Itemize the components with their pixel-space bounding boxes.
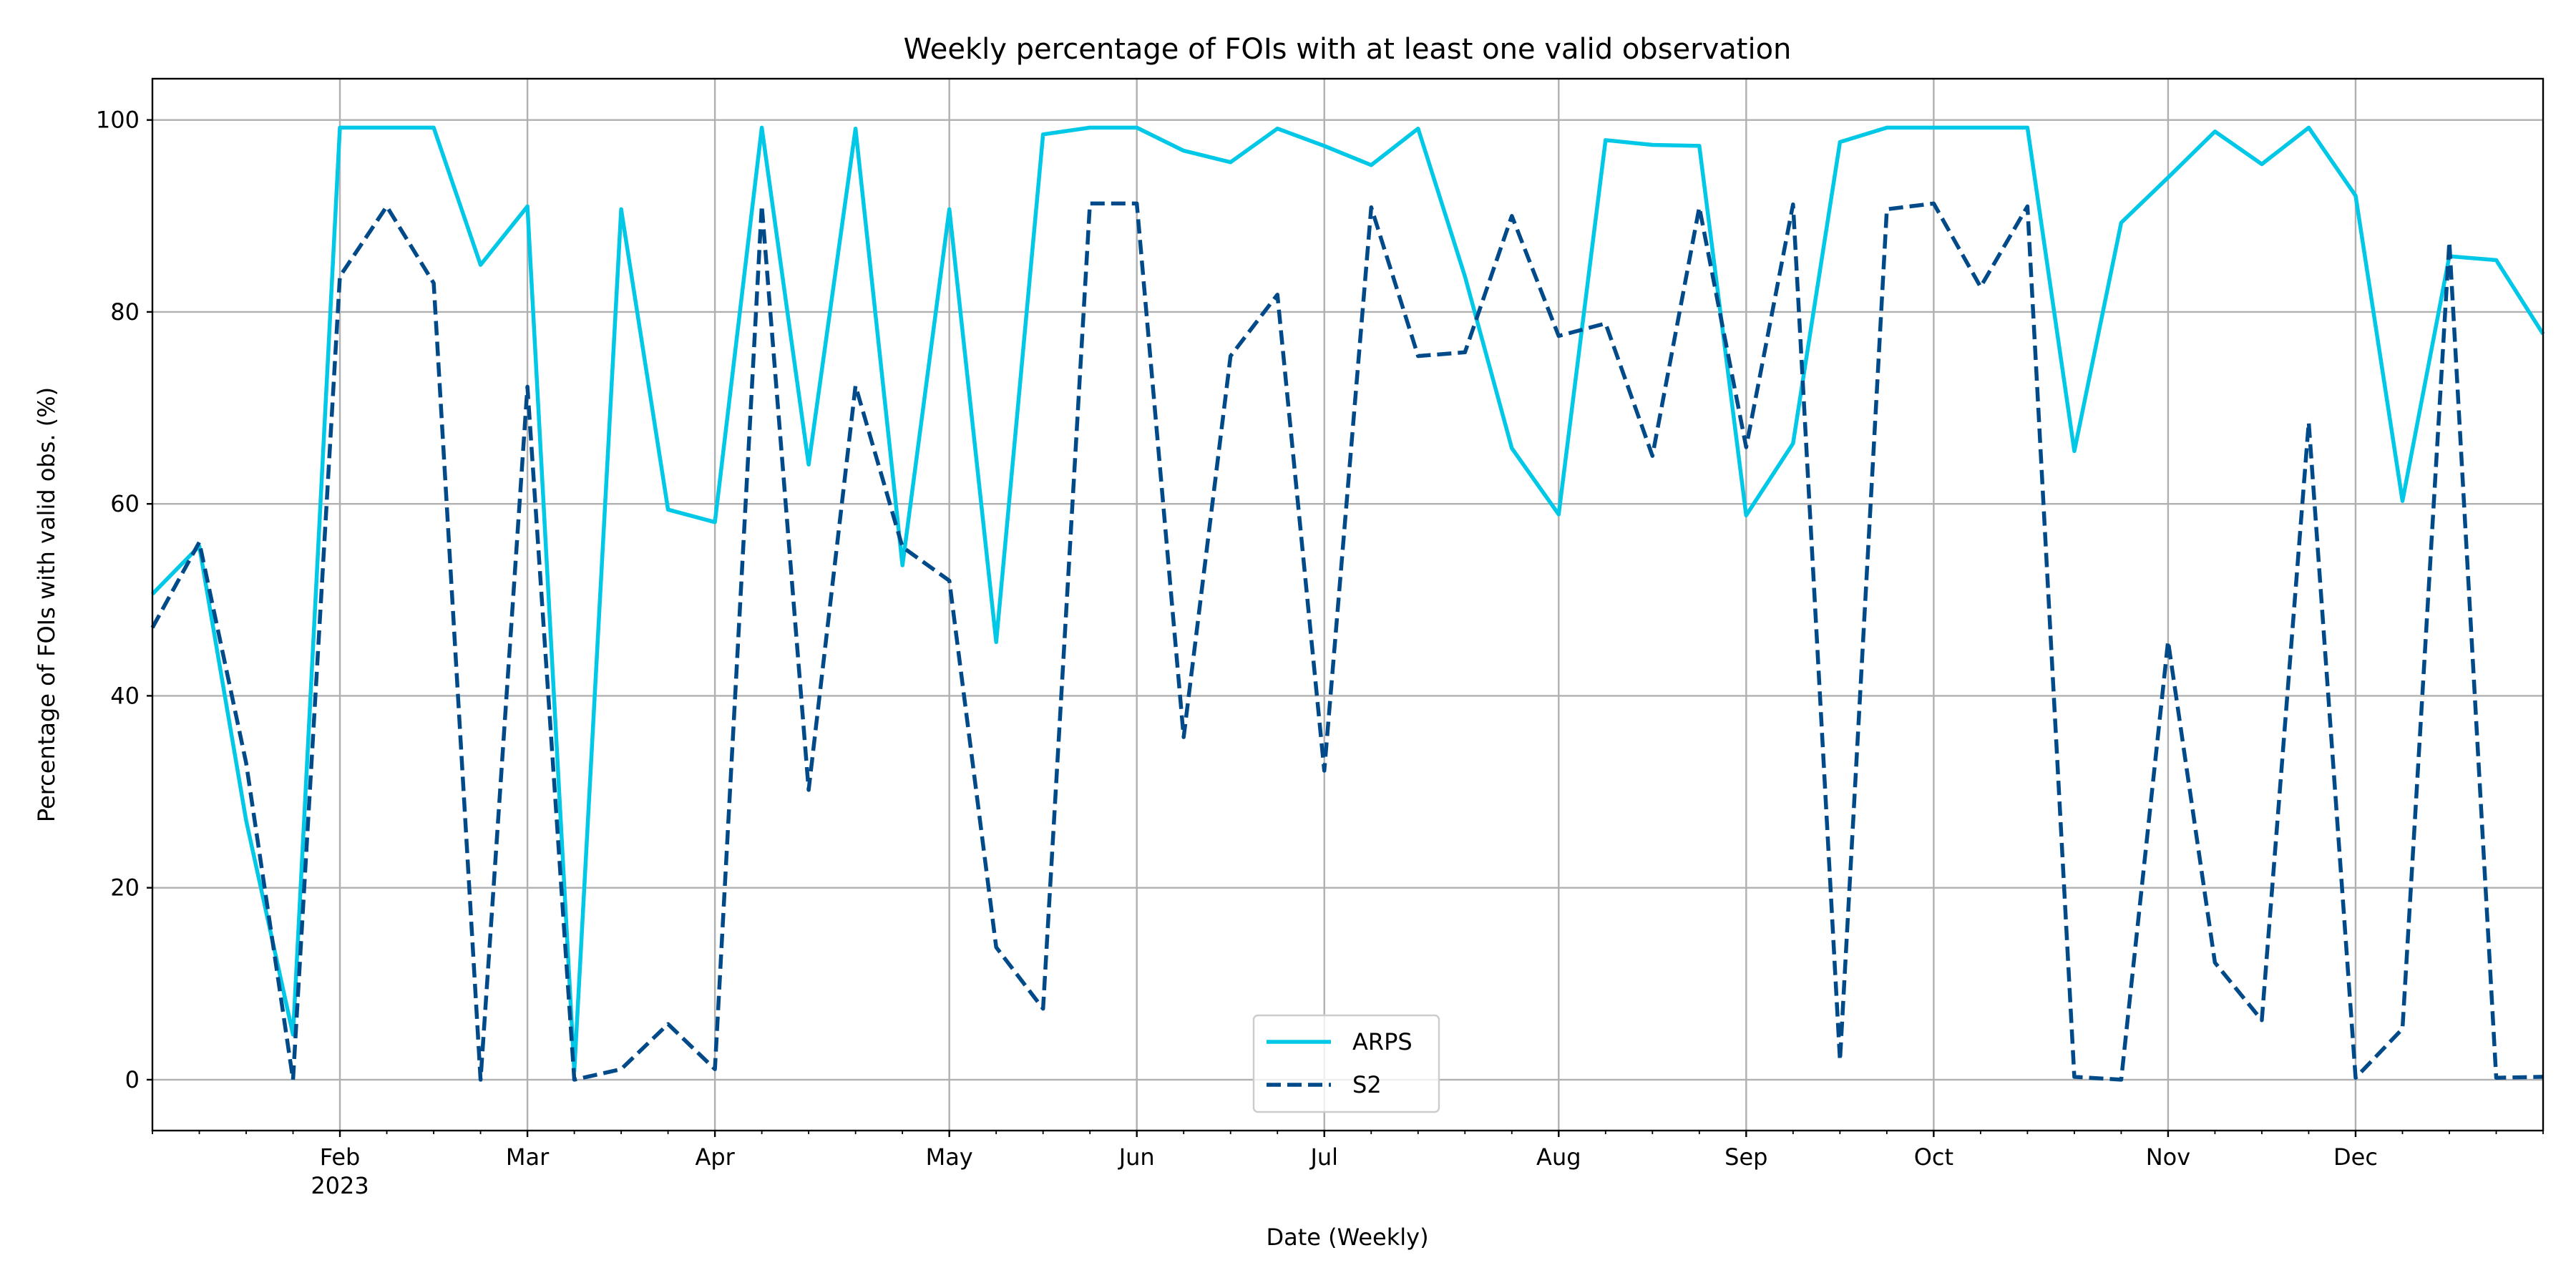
y-tick-label: 80 xyxy=(110,298,140,326)
y-tick-label: 60 xyxy=(110,490,140,517)
x-tick-label: Nov xyxy=(2146,1143,2190,1171)
x-axis-label: Date (Weekly) xyxy=(1266,1224,1428,1251)
chart-title: Weekly percentage of FOIs with at least … xyxy=(904,33,1792,66)
grid-lines xyxy=(152,79,2543,1131)
series-line-arps xyxy=(151,125,2545,1073)
y-tick-label: 20 xyxy=(110,874,140,902)
x-tick-year-label: 2023 xyxy=(311,1172,369,1199)
x-tick-label: Apr xyxy=(695,1143,735,1171)
y-tick-label: 100 xyxy=(96,107,140,134)
y-tick-label: 0 xyxy=(125,1066,140,1093)
series-lines xyxy=(150,125,2545,1082)
x-tick-label: Dec xyxy=(2333,1143,2378,1171)
x-tick-label: Sep xyxy=(1724,1143,1767,1171)
x-tick-label: Feb xyxy=(320,1143,361,1171)
legend-box xyxy=(1252,1014,1440,1113)
x-tick-label: Jun xyxy=(1118,1143,1155,1171)
x-tick-label: May xyxy=(926,1143,973,1171)
y-axis-label: Percentage of FOIs with valid obs. (%) xyxy=(33,387,60,822)
x-tick-label: Jul xyxy=(1309,1143,1338,1171)
axes-frame xyxy=(151,77,2545,1132)
legend: ARPS S2 xyxy=(1252,1014,1440,1113)
x-tick-label: Oct xyxy=(1914,1143,1953,1171)
series-line-s2 xyxy=(150,201,2544,1082)
legend-label-arps: ARPS xyxy=(1352,1028,1413,1055)
x-tick-label: Mar xyxy=(506,1143,550,1171)
y-tick-label: 40 xyxy=(110,682,140,709)
legend-label-s2: S2 xyxy=(1352,1071,1382,1098)
x-tick-label: Aug xyxy=(1536,1143,1581,1171)
